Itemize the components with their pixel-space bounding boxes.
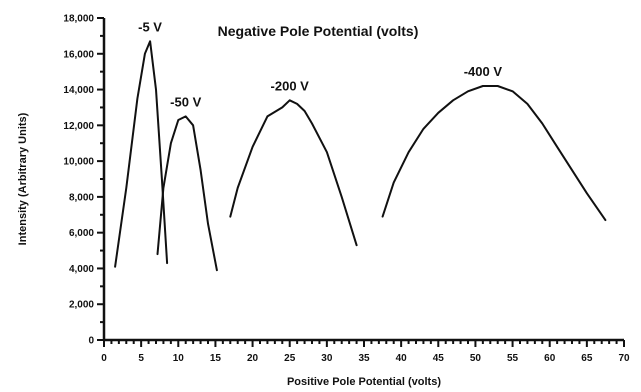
series-label: -5 V (138, 19, 162, 34)
chart-title: Negative Pole Potential (volts) (218, 23, 419, 39)
series-label: -200 V (271, 78, 310, 93)
series-labels: -5 V -50 V -200 V -400 V (138, 19, 502, 109)
y-tick-label: 16,000 (63, 49, 94, 60)
axes (102, 18, 624, 342)
series-label: -400 V (464, 64, 503, 79)
y-tick-label: 10,000 (63, 157, 94, 168)
x-tick-label: 20 (247, 353, 259, 364)
x-tick-label: 55 (507, 353, 519, 364)
series-group (114, 40, 607, 272)
x-tick-label: 25 (284, 353, 296, 364)
series-line-4 (381, 85, 607, 222)
series-line-3 (229, 99, 358, 247)
y-axis-ticks: 0 2,000 4,000 6,000 8,000 10,000 12,000 14,000 1… (63, 14, 104, 347)
x-tick-label: 0 (101, 353, 107, 364)
x-tick-label: 45 (433, 353, 445, 364)
x-axis-ticks: 0 5 10 15 20 25 30 35 40 45 50 55 60 65 70 (101, 340, 630, 364)
x-tick-label: 50 (470, 353, 482, 364)
x-axis-title: Positive Pole Potential (volts) (287, 376, 441, 388)
y-tick-label: 18,000 (63, 14, 94, 25)
x-tick-label: 35 (358, 353, 370, 364)
x-tick-label: 60 (544, 353, 556, 364)
x-tick-label: 65 (581, 353, 593, 364)
x-tick-label: 70 (618, 353, 630, 364)
x-tick-label: 15 (210, 353, 222, 364)
x-tick-label: 10 (173, 353, 185, 364)
x-tick-label: 5 (138, 353, 144, 364)
y-axis-title: Intensity (Arbitrary Units) (17, 112, 29, 245)
series-line-2 (156, 115, 218, 272)
y-tick-label: 12,000 (63, 121, 94, 132)
y-tick-label: 4,000 (69, 264, 94, 275)
x-tick-label: 30 (321, 353, 333, 364)
x-tick-label: 40 (396, 353, 408, 364)
y-tick-label: 2,000 (69, 300, 94, 311)
y-tick-label: 14,000 (63, 85, 94, 96)
series-label: -50 V (170, 94, 201, 109)
y-tick-label: 0 (88, 336, 94, 347)
y-tick-label: 8,000 (69, 192, 94, 203)
series-line-1 (114, 40, 169, 268)
y-tick-label: 6,000 (69, 228, 94, 239)
